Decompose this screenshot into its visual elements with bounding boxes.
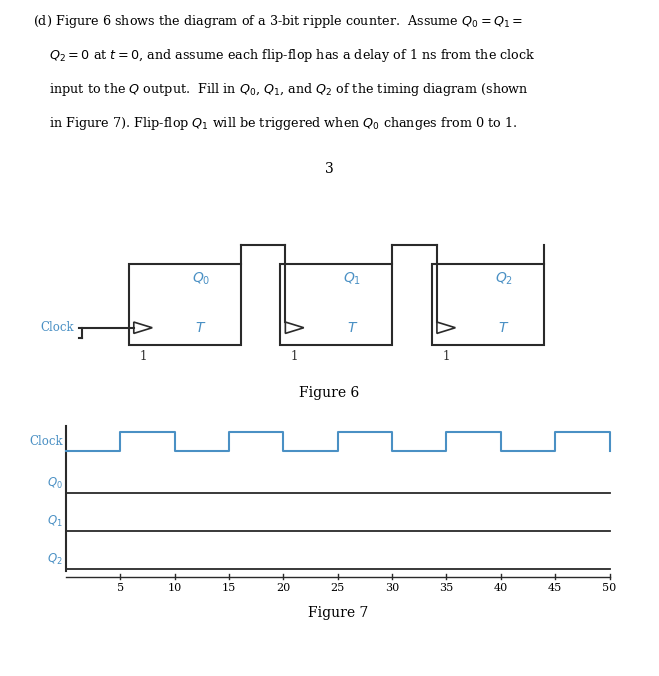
- Text: 1: 1: [139, 349, 147, 362]
- Text: (d) Figure 6 shows the diagram of a 3-bit ripple counter.  Assume $Q_0 = Q_1 =$: (d) Figure 6 shows the diagram of a 3-bi…: [33, 14, 523, 30]
- Text: $Q_2$: $Q_2$: [495, 271, 513, 287]
- Text: $T$: $T$: [347, 320, 358, 335]
- Text: 3: 3: [325, 162, 334, 176]
- Text: 20: 20: [276, 583, 291, 593]
- Text: 30: 30: [385, 583, 399, 593]
- Text: 25: 25: [331, 583, 345, 593]
- Text: $Q_2$: $Q_2$: [47, 552, 63, 567]
- Text: Figure 7: Figure 7: [308, 606, 368, 620]
- Text: 5: 5: [117, 583, 124, 593]
- Text: 45: 45: [548, 583, 562, 593]
- Text: 1: 1: [442, 349, 450, 362]
- Text: 1: 1: [291, 349, 299, 362]
- Text: Figure 6: Figure 6: [299, 385, 360, 400]
- Text: $T$: $T$: [195, 320, 207, 335]
- Text: $Q_0$: $Q_0$: [47, 475, 63, 491]
- Text: $Q_2 = 0$ at $t = 0$, and assume each flip-flop has a delay of 1 ns from the clo: $Q_2 = 0$ at $t = 0$, and assume each fl…: [33, 47, 536, 64]
- Text: input to the $Q$ output.  Fill in $Q_0$, $Q_1$, and $Q_2$ of the timing diagram : input to the $Q$ output. Fill in $Q_0$, …: [33, 81, 529, 99]
- Text: Clock: Clock: [40, 321, 74, 334]
- Text: 50: 50: [602, 583, 617, 593]
- Text: 40: 40: [494, 583, 508, 593]
- Text: $Q_1$: $Q_1$: [47, 514, 63, 529]
- Text: 35: 35: [440, 583, 453, 593]
- Text: Clock: Clock: [29, 435, 63, 448]
- Text: in Figure 7). Flip-flop $Q_1$ will be triggered when $Q_0$ changes from 0 to 1.: in Figure 7). Flip-flop $Q_1$ will be tr…: [33, 116, 517, 132]
- Text: $Q_0$: $Q_0$: [192, 271, 210, 287]
- Text: 15: 15: [222, 583, 236, 593]
- Text: 10: 10: [167, 583, 182, 593]
- Text: $T$: $T$: [498, 320, 510, 335]
- Text: $Q_1$: $Q_1$: [343, 271, 362, 287]
